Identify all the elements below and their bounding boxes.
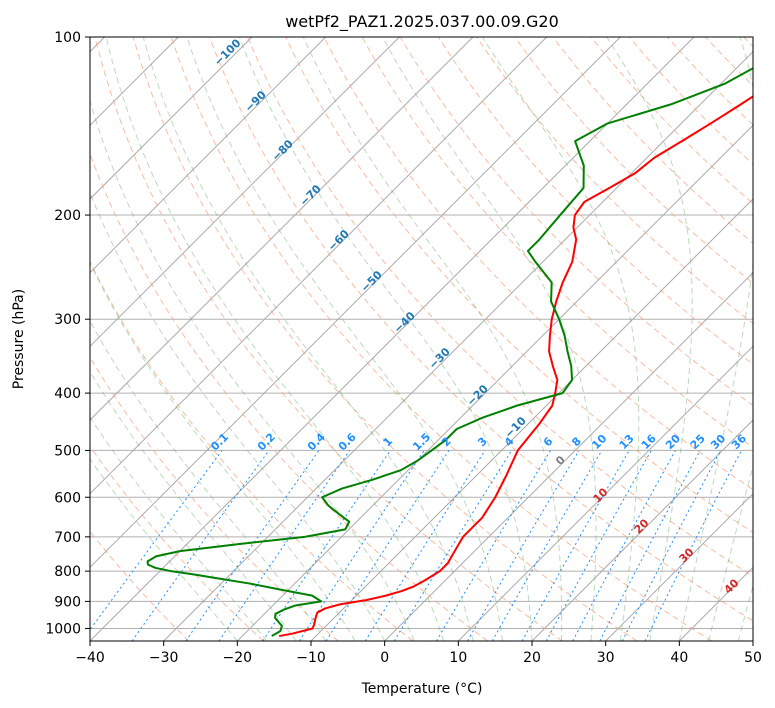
mixing-ratio-line bbox=[491, 450, 603, 641]
y-tick-label: 900 bbox=[54, 594, 81, 610]
moist-adiabat-line bbox=[90, 191, 386, 641]
dry-adiabat-line bbox=[94, 37, 563, 641]
isobar-gridlines bbox=[90, 37, 753, 629]
moist-adiabat-line bbox=[186, 37, 504, 641]
moist-adiabat-line bbox=[105, 37, 445, 641]
dry-adiabat-line bbox=[90, 260, 414, 641]
isotherm-line bbox=[605, 492, 753, 641]
isotherm-line bbox=[90, 37, 621, 569]
isotherm-line bbox=[90, 37, 253, 200]
y-tick-label: 800 bbox=[54, 564, 81, 580]
isotherm-line bbox=[90, 37, 695, 641]
moist-adiabat-line bbox=[90, 370, 297, 641]
moist-adiabat-line bbox=[238, 37, 533, 641]
y-tick-label: 1000 bbox=[45, 621, 81, 637]
mixing-ratio-line bbox=[599, 450, 701, 641]
plot-area bbox=[90, 37, 753, 641]
x-tick-label: 40 bbox=[670, 650, 688, 666]
dry-adiabat-line bbox=[90, 445, 264, 641]
mixing-ratio-line bbox=[393, 450, 513, 641]
moist-adiabats bbox=[90, 37, 753, 641]
y-tick-label: 500 bbox=[54, 443, 81, 459]
mixing-ratio-line bbox=[621, 450, 722, 641]
chart-title: wetPf2_PAZ1.2025.037.00.09.G20 bbox=[285, 12, 559, 32]
x-tick-label: 20 bbox=[523, 650, 541, 666]
y-axis-title: Pressure (hPa) bbox=[11, 289, 27, 389]
moist-adiabat-line bbox=[142, 37, 474, 641]
x-tick-label: −10 bbox=[296, 650, 326, 666]
mixing-ratio-line bbox=[521, 450, 630, 641]
dry-adiabat-line bbox=[323, 37, 753, 491]
moist-adiabat-line bbox=[90, 320, 327, 641]
dry-adiabat-line bbox=[514, 37, 753, 284]
isotherm-gridlines bbox=[90, 37, 753, 641]
isotherm-line bbox=[90, 37, 548, 495]
moist-adiabat-line bbox=[90, 416, 268, 641]
mixing-ratio-line bbox=[325, 450, 450, 641]
moist-adiabat-line bbox=[737, 584, 753, 641]
sounding-series bbox=[146, 67, 753, 638]
moist-adiabat-line bbox=[90, 458, 238, 641]
dry-adiabat-line bbox=[132, 37, 638, 641]
x-tick-label: −40 bbox=[75, 650, 105, 666]
mixing-ratio-line bbox=[644, 450, 742, 641]
isotherm-line bbox=[90, 37, 400, 348]
y-tick-label: 100 bbox=[54, 30, 81, 46]
mixing-ratio-line bbox=[435, 450, 552, 641]
isotherm-line bbox=[384, 271, 753, 641]
moist-adiabat-line bbox=[90, 99, 415, 641]
moist-adiabat-line bbox=[90, 261, 356, 641]
x-axis-ticks: −40 −30 −20 −10 0 10 20 30 40 50 bbox=[75, 641, 762, 666]
y-tick-label: 200 bbox=[54, 208, 81, 224]
isotherm-line bbox=[236, 124, 753, 641]
moist-adiabat-line bbox=[708, 464, 753, 641]
moist-adiabat-line bbox=[678, 37, 753, 641]
x-axis-title: Temperature (°C) bbox=[361, 681, 483, 697]
y-tick-label: 700 bbox=[54, 530, 81, 546]
y-axis-ticks: 1000 900 800 700 600 500 400 300 200 100 bbox=[45, 30, 90, 637]
mixing-ratio-line bbox=[545, 450, 652, 641]
x-tick-label: 10 bbox=[449, 650, 467, 666]
isotherm-line bbox=[90, 37, 327, 274]
dry-adiabat-line bbox=[476, 37, 753, 325]
mixing-ratio-lines bbox=[90, 450, 742, 641]
mixing-ratio-line bbox=[364, 450, 486, 641]
x-tick-label: 50 bbox=[744, 650, 762, 666]
mixing-ratio-line bbox=[298, 450, 425, 641]
y-tick-label: 300 bbox=[54, 312, 81, 328]
x-tick-label: 30 bbox=[597, 650, 615, 666]
dewpoint-profile-line bbox=[146, 67, 753, 637]
y-tick-label: 600 bbox=[54, 490, 81, 506]
dry-adiabat-line bbox=[209, 37, 753, 622]
mixing-ratio-line bbox=[572, 450, 676, 641]
temperature-profile-line bbox=[278, 95, 753, 638]
moist-adiabat-line bbox=[302, 37, 563, 641]
dry-adiabat-line bbox=[285, 37, 753, 534]
y-tick-label: 400 bbox=[54, 386, 81, 402]
isotherm-line bbox=[90, 37, 474, 421]
x-tick-label: 0 bbox=[380, 650, 389, 666]
x-tick-label: −30 bbox=[149, 650, 179, 666]
dry-adiabat-line bbox=[247, 37, 753, 577]
moist-adiabat-line bbox=[606, 37, 693, 641]
moist-adiabat-line bbox=[481, 37, 640, 641]
dry-adiabat-line bbox=[170, 37, 712, 641]
plot-frame bbox=[89, 36, 754, 642]
isotherm-line bbox=[457, 345, 753, 641]
isotherm-line bbox=[531, 419, 753, 641]
x-tick-label: −20 bbox=[223, 650, 253, 666]
moist-adiabat-line bbox=[382, 37, 597, 641]
mixing-ratio-line bbox=[131, 450, 270, 641]
mixing-ratio-line bbox=[90, 450, 223, 631]
mixing-ratio-line bbox=[467, 450, 580, 641]
